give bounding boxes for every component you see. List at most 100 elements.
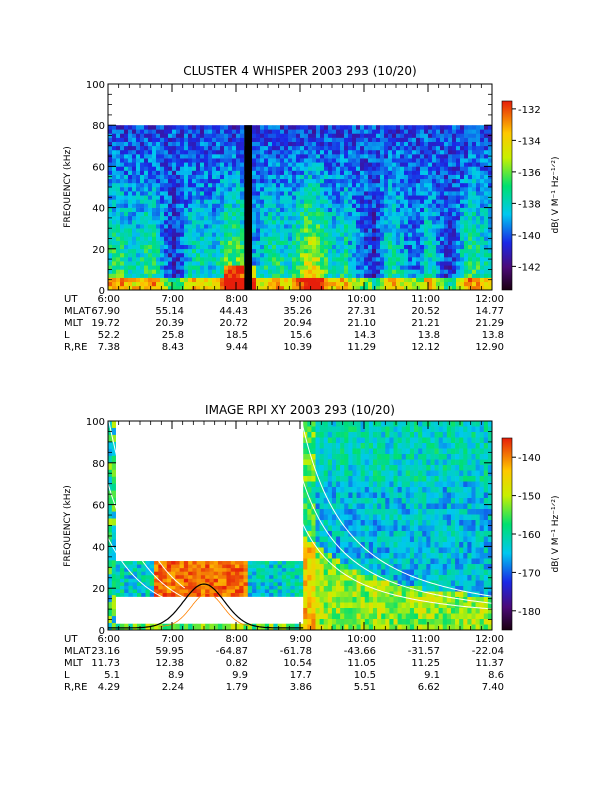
cluster-ephemeris-value: 52.2 — [98, 330, 120, 341]
cluster-spectrogram-cell — [480, 269, 484, 273]
image-rpi-spectrogram-cell — [344, 471, 348, 477]
cluster-spectrogram-cell — [348, 265, 352, 269]
image-rpi-spectrogram-cell — [320, 454, 324, 460]
cluster-spectrogram-cell — [180, 232, 184, 236]
cluster-spectrogram-cell — [172, 282, 176, 286]
cluster-spectrogram-cell — [268, 154, 272, 158]
cluster-spectrogram-cell — [304, 158, 308, 162]
cluster-spectrogram-cell — [236, 241, 240, 245]
image-rpi-spectrogram-cell — [141, 593, 146, 597]
cluster-spectrogram-cell — [156, 166, 160, 170]
image-rpi-spectrogram-cell — [328, 608, 332, 614]
cluster-spectrogram-cell — [420, 162, 424, 166]
cluster-spectrogram-cell — [112, 175, 116, 179]
cluster-spectrogram-cell — [232, 265, 236, 269]
cluster-spectrogram-cell — [192, 261, 196, 265]
cluster-spectrogram-cell — [356, 125, 360, 129]
cluster-spectrogram-cell — [184, 138, 188, 142]
cluster-spectrogram-cell — [212, 175, 216, 179]
cluster-spectrogram-cell — [236, 228, 240, 232]
cluster-spectrogram-cell — [268, 191, 272, 195]
cluster-spectrogram-cell — [448, 265, 452, 269]
cluster-spectrogram-cell — [252, 241, 256, 245]
cluster-spectrogram-cell — [328, 187, 332, 191]
cluster-spectrogram-cell — [460, 166, 464, 170]
cluster-spectrogram-cell — [336, 265, 340, 269]
cluster-spectrogram-cell — [240, 129, 244, 133]
cluster-spectrogram-cell — [320, 257, 324, 261]
cluster-spectrogram-cell — [300, 208, 304, 212]
cluster-spectrogram-cell — [372, 129, 376, 133]
cluster-spectrogram-cell — [232, 249, 236, 253]
cluster-spectrogram-cell — [376, 282, 380, 286]
cluster-spectrogram-cell — [452, 171, 456, 175]
cluster-spectrogram-cell — [168, 208, 172, 212]
cluster-spectrogram-cell — [176, 179, 180, 183]
cluster-spectrogram-cell — [420, 216, 424, 220]
cluster-spectrogram-cell — [448, 158, 452, 162]
cluster-spectrogram-cell — [208, 183, 212, 187]
image-rpi-spectrogram-cell — [192, 582, 197, 586]
cluster-spectrogram-cell — [168, 171, 172, 175]
cluster-spectrogram-cell — [256, 228, 260, 232]
cluster-spectrogram-cell — [336, 241, 340, 245]
cluster-spectrogram-cell — [236, 220, 240, 224]
cluster-spectrogram-cell — [272, 236, 276, 240]
cluster-spectrogram-cell — [392, 282, 396, 286]
cluster-spectrogram-cell — [416, 195, 420, 199]
cluster-spectrogram-cell — [388, 224, 392, 228]
cluster-spectrogram-cell — [196, 265, 200, 269]
cluster-spectrogram-cell — [432, 142, 436, 146]
cluster-spectrogram-cell — [384, 265, 388, 269]
image-rpi-spectrogram-cell — [175, 586, 180, 590]
cluster-spectrogram-cell — [216, 175, 220, 179]
cluster-spectrogram-cell — [204, 208, 208, 212]
cluster-spectrogram-cell — [220, 183, 224, 187]
cluster-spectrogram-cell — [448, 257, 452, 261]
cluster-spectrogram-cell — [440, 265, 444, 269]
image-rpi-spectrogram-cell — [340, 509, 344, 515]
cluster-spectrogram-cell — [292, 282, 296, 286]
cluster-spectrogram-cell — [120, 142, 124, 146]
cluster-spectrogram-cell — [260, 245, 264, 249]
cluster-spectrogram-cell — [296, 224, 300, 228]
cluster-spectrogram-cell — [204, 224, 208, 228]
image-rpi-spectrogram-cell — [184, 624, 189, 631]
cluster-spectrogram-cell — [476, 249, 480, 253]
cluster-spectrogram-cell — [292, 187, 296, 191]
cluster-spectrogram-cell — [304, 150, 308, 154]
image-rpi-spectrogram-cell — [344, 608, 348, 614]
cluster-spectrogram-cell — [356, 232, 360, 236]
image-rpi-spectrogram-cell — [141, 575, 146, 579]
image-rpi-spectrogram-cell — [116, 586, 121, 590]
cluster-spectrogram-cell — [388, 191, 392, 195]
cluster-spectrogram-cell — [132, 125, 136, 129]
cluster-spectrogram-cell — [444, 199, 448, 203]
cluster-spectrogram-cell — [368, 224, 372, 228]
cluster-spectrogram-cell — [264, 257, 268, 261]
cluster-spectrogram-cell — [124, 125, 128, 129]
cluster-spectrogram-cell — [480, 179, 484, 183]
cluster-spectrogram-cell — [240, 175, 244, 179]
cluster-spectrogram-cell — [440, 146, 444, 150]
cluster-spectrogram-cell — [420, 175, 424, 179]
image-rpi-spectrogram-cell — [231, 572, 236, 576]
cluster-spectrogram-cell — [432, 125, 436, 129]
cluster-spectrogram-cell — [432, 253, 436, 257]
cluster-spectrogram-cell — [388, 265, 392, 269]
cluster-spectrogram-cell — [252, 125, 256, 129]
cluster-spectrogram-cell — [296, 138, 300, 142]
cluster-spectrogram-cell — [376, 269, 380, 273]
image-rpi-spectrogram-cell — [163, 624, 168, 631]
cluster-spectrogram-cell — [276, 129, 280, 133]
cluster-spectrogram-cell — [392, 171, 396, 175]
cluster-spectrogram-cell — [332, 232, 336, 236]
cluster-spectrogram-cell — [184, 232, 188, 236]
cluster-spectrogram-cell — [108, 187, 112, 191]
image-rpi-spectrogram-cell — [150, 561, 155, 565]
cluster-spectrogram-cell — [364, 253, 368, 257]
cluster-spectrogram-cell — [256, 162, 260, 166]
cluster-spectrogram-cell — [272, 129, 276, 133]
cluster-spectrogram-cell — [428, 183, 432, 187]
cluster-spectrogram-cell — [324, 158, 328, 162]
